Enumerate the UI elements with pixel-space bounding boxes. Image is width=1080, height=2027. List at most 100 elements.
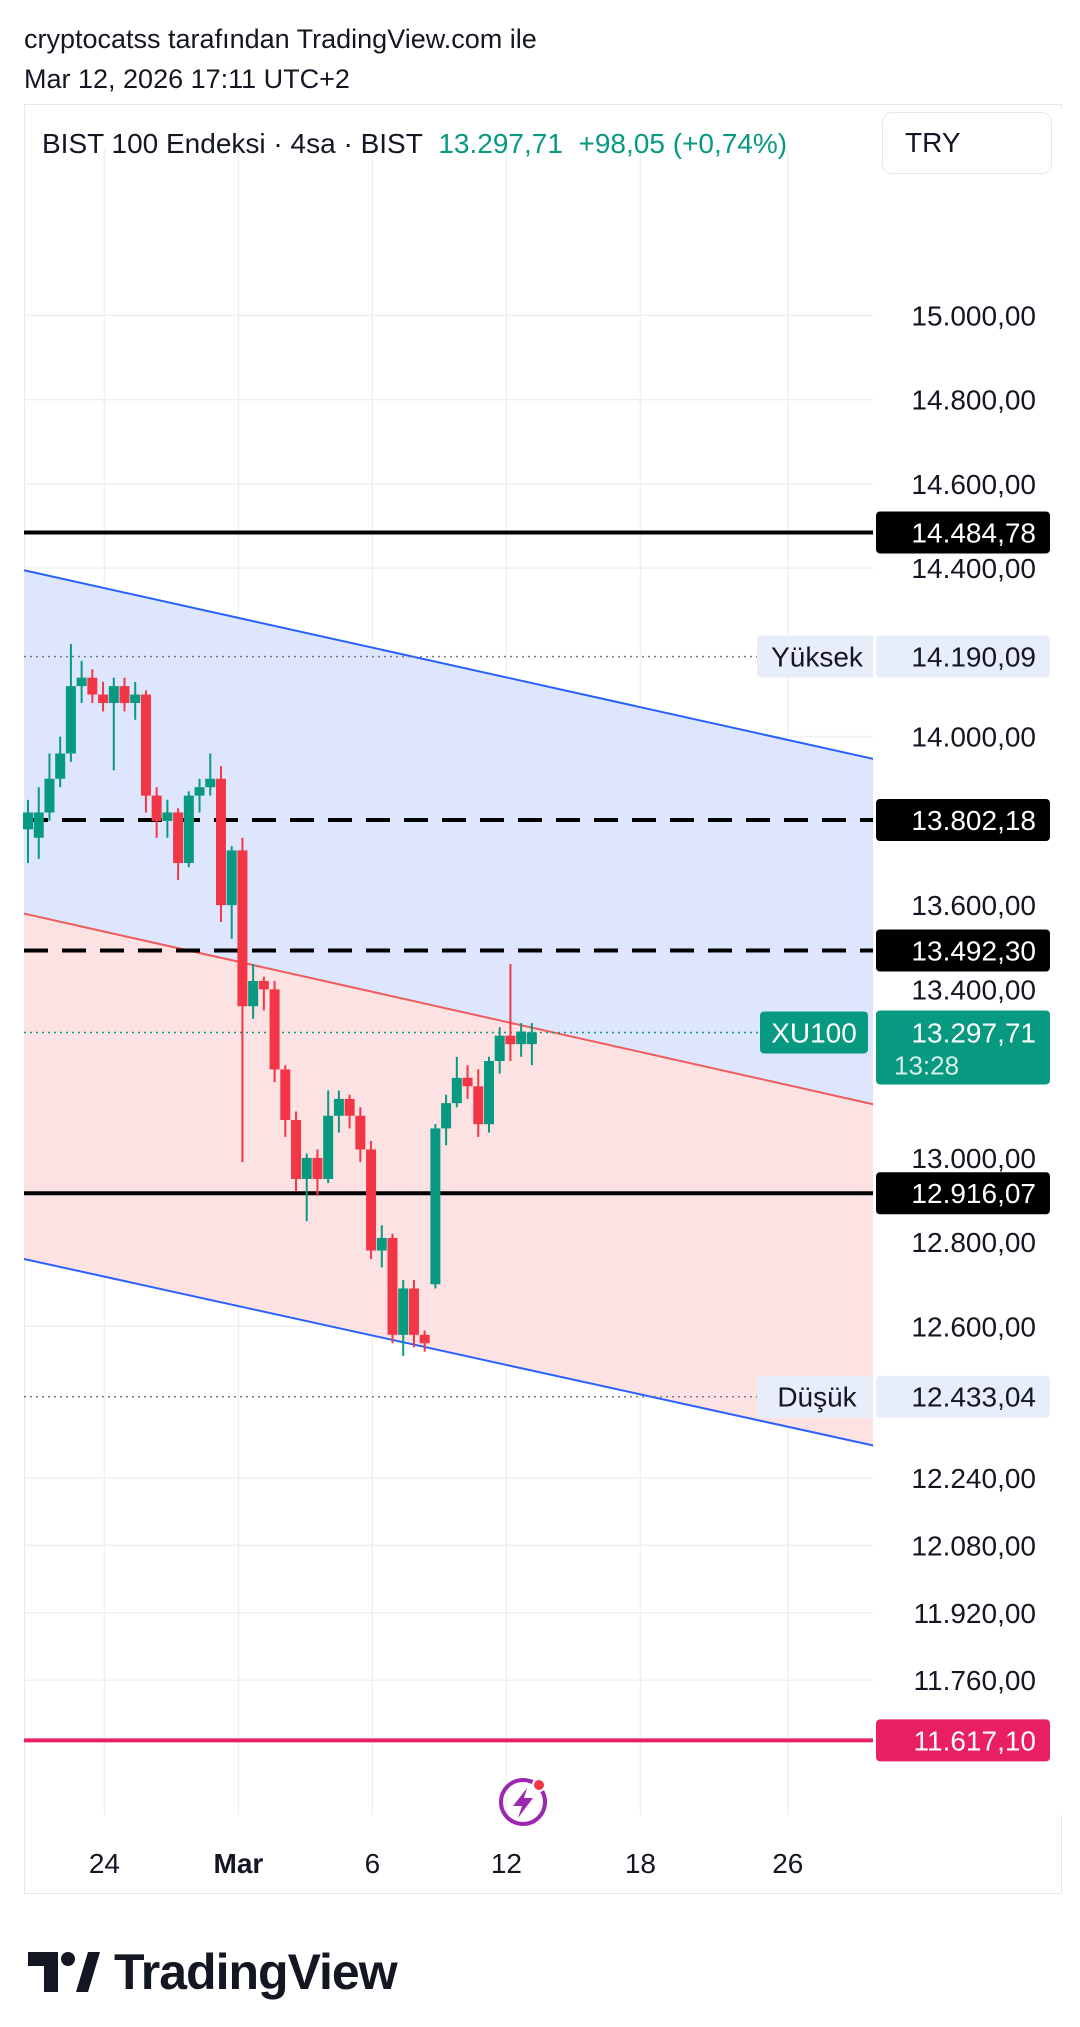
candle	[237, 850, 248, 1007]
low-price-label: 12.433,04	[911, 1382, 1036, 1413]
level-price-tag	[876, 1719, 1050, 1762]
blue-channel-lower-line	[23, 1258, 888, 1450]
candle	[366, 1149, 377, 1251]
y-tick-label: 12.240,00	[911, 1463, 1036, 1494]
level-price-label: 11.617,10	[914, 1725, 1037, 1756]
symbol-exchange: BIST	[360, 128, 423, 159]
candle	[387, 1237, 398, 1335]
level-price-tag	[876, 511, 1050, 554]
candle	[119, 686, 130, 703]
level-price-label: 12.916,07	[911, 1178, 1036, 1209]
timestamp: Mar 12, 2026 17:11 UTC+2	[24, 64, 350, 94]
candle	[248, 980, 259, 1007]
candle	[173, 812, 184, 864]
countdown-label: 13:28	[894, 1050, 959, 1080]
symbol-name: BIST 100 Endeksi	[42, 128, 266, 159]
y-tick-label: 13.000,00	[911, 1143, 1036, 1174]
candle	[430, 1128, 441, 1285]
candle	[108, 686, 119, 703]
x-tick-label: 18	[625, 1848, 656, 1879]
x-tick-label: 6	[365, 1848, 381, 1879]
x-tick-label: 24	[89, 1848, 120, 1879]
candle	[312, 1157, 323, 1179]
lightning-icon[interactable]	[499, 1778, 547, 1826]
candles	[23, 643, 537, 1356]
candle	[333, 1098, 344, 1116]
ticker-tag	[760, 1011, 868, 1054]
red-channel-fill	[24, 913, 887, 1449]
candle	[376, 1237, 387, 1251]
candle	[33, 812, 44, 838]
symbol-bar: BIST 100 Endeksi · 4sa · BIST 13.297,71 …	[42, 128, 788, 159]
candle	[408, 1288, 419, 1335]
candle	[483, 1061, 494, 1125]
high-price-tag	[876, 635, 1050, 678]
candle	[44, 778, 55, 813]
y-tick-label: 14.400,00	[911, 553, 1036, 584]
candle	[441, 1103, 452, 1129]
y-tick-label: 11.760,00	[914, 1665, 1037, 1696]
candle	[280, 1069, 291, 1120]
candle	[494, 1035, 505, 1062]
channels	[23, 569, 888, 1450]
level-price-tag	[876, 1172, 1050, 1215]
level-price-label: 14.484,78	[911, 517, 1036, 548]
candle	[473, 1086, 484, 1125]
level-price-label: 13.802,18	[911, 805, 1036, 836]
candle	[87, 677, 98, 695]
candle	[226, 850, 237, 906]
candle	[258, 980, 269, 990]
candle	[526, 1032, 537, 1045]
candle	[23, 812, 34, 830]
candle	[301, 1157, 312, 1179]
y-tick-label: 13.400,00	[911, 974, 1036, 1005]
x-tick-label: 12	[491, 1848, 522, 1879]
candle	[269, 989, 280, 1070]
x-tick-label: Mar	[214, 1848, 264, 1879]
candle	[194, 787, 205, 796]
candle	[451, 1077, 462, 1104]
y-tick-label: 12.080,00	[911, 1530, 1036, 1561]
candle	[355, 1115, 366, 1150]
candle	[76, 677, 87, 687]
level-price-label: 13.492,30	[911, 936, 1036, 967]
price-tags: 14.484,78 13.802,18 13.492,30 12.916,07 11.6…	[760, 511, 1050, 1762]
candle	[291, 1119, 302, 1179]
low-marker-label: Düşük	[777, 1382, 857, 1413]
last-price-label: 13.297,71	[911, 1017, 1036, 1048]
symbol-interval: 4sa	[290, 128, 336, 159]
red-channel-upper-line	[23, 912, 888, 1109]
low-marker-label-bg	[757, 1375, 877, 1418]
candle	[55, 753, 66, 779]
y-tick-label: 14.800,00	[911, 385, 1036, 416]
ticker-label: XU100	[771, 1017, 857, 1048]
tradingview-logo[interactable]: TradingView	[28, 1944, 398, 2000]
level-price-tag	[876, 929, 1050, 972]
y-tick-label: 14.000,00	[911, 722, 1036, 753]
candle	[130, 694, 141, 703]
low-price-tag	[876, 1375, 1050, 1418]
candle	[344, 1098, 355, 1116]
high-marker-label-bg	[757, 635, 877, 678]
high-price-label: 14.190,09	[911, 642, 1036, 673]
tradingview-logo-text: TradingView	[114, 1944, 398, 2000]
currency-button[interactable]: TRY	[882, 112, 1052, 174]
y-tick-label: 11.920,00	[914, 1598, 1037, 1629]
candle	[505, 1035, 516, 1045]
high-low-markers: Yüksek Düşük	[24, 635, 877, 1418]
symbol-price: 13.297,71	[438, 128, 563, 159]
symbol-change: +98,05 (+0,74%)	[578, 128, 788, 159]
candle	[215, 778, 226, 906]
candle	[98, 694, 109, 703]
candle	[323, 1115, 334, 1179]
candle	[65, 686, 76, 754]
tradingview-logo-icon	[28, 1952, 100, 1992]
blue-channel-upper-line	[23, 569, 888, 763]
y-tick-label: 12.800,00	[911, 1227, 1036, 1258]
candle	[462, 1077, 473, 1087]
candle	[140, 694, 151, 796]
time-axis: 24 Mar 6 12 18 26	[89, 1848, 804, 1879]
candle	[205, 778, 216, 788]
candle	[183, 795, 194, 864]
